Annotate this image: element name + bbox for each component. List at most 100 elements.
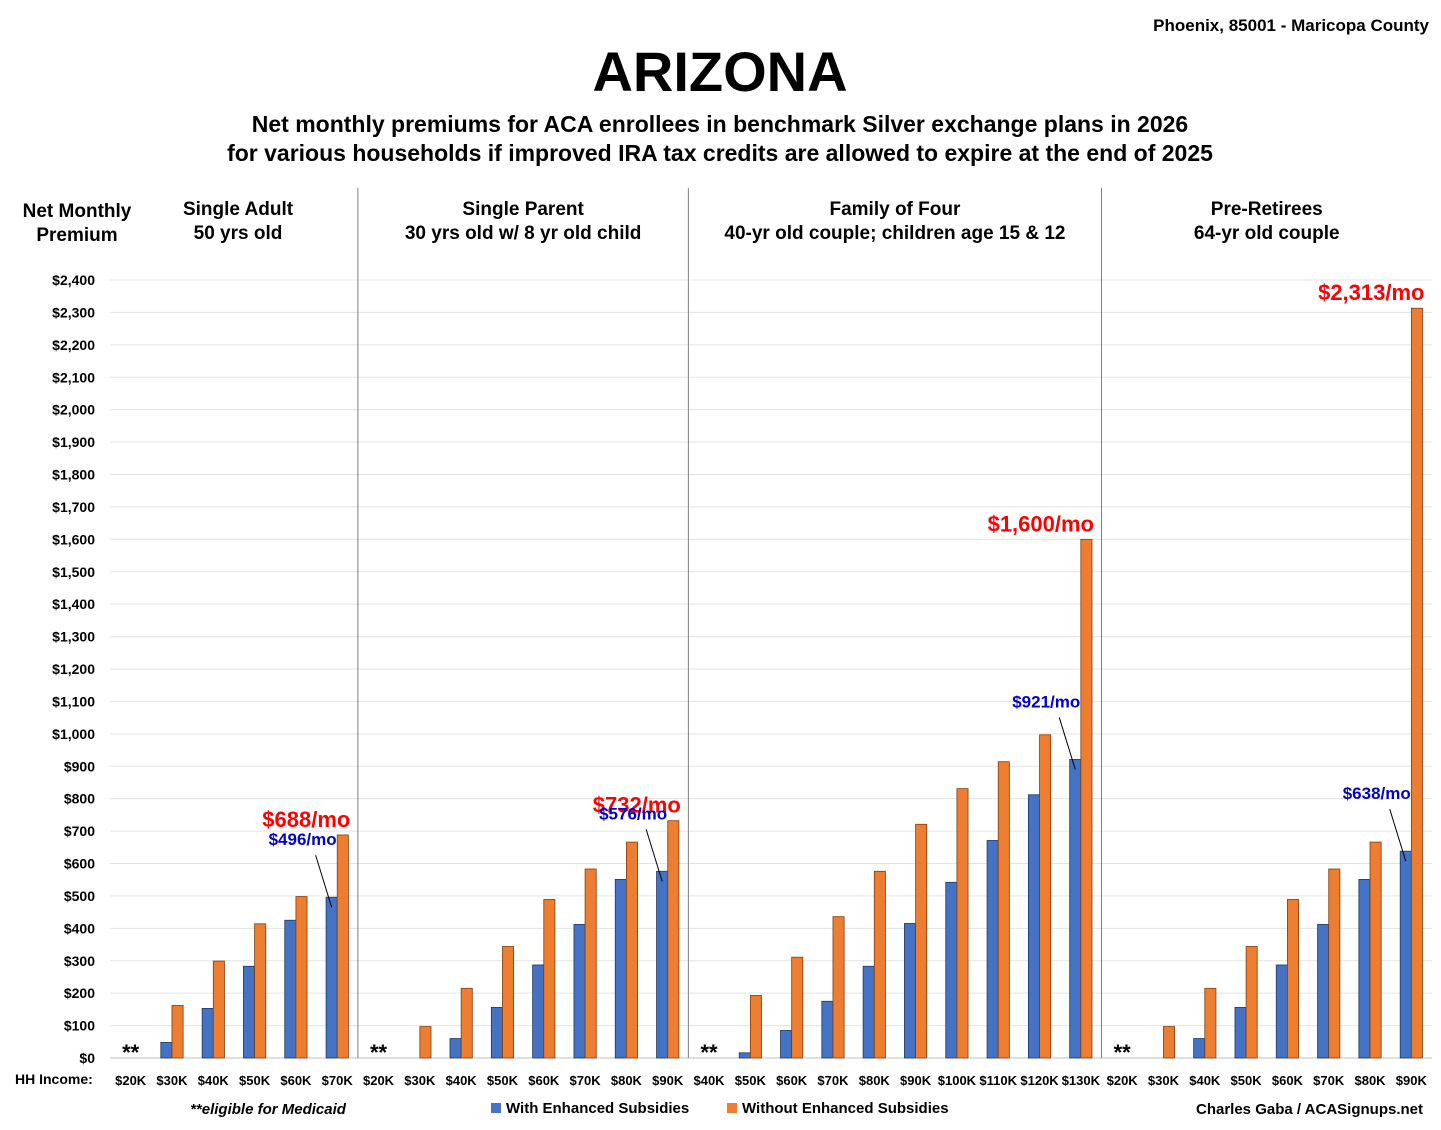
x-axis-label: HH Income:: [15, 1071, 93, 1087]
location-label: Phoenix, 85001 - Maricopa County: [1153, 16, 1429, 35]
panel-title: Single Adult: [183, 199, 294, 220]
bar-without-subsidies: [1163, 1026, 1176, 1059]
credit-label: Charles Gaba / ACASignups.net: [1196, 1101, 1423, 1118]
bar-without-subsidies: [1410, 307, 1423, 1059]
y-tick-label: $0: [79, 1050, 95, 1066]
y-tick-label: $300: [64, 953, 95, 969]
bar-with-subsidies: [1317, 924, 1330, 1059]
bar-without-subsidies: [1328, 868, 1341, 1059]
annotation-without: $2,313/mo: [1318, 280, 1424, 305]
medicaid-marker: **: [122, 1040, 140, 1065]
x-tick-label: $70K: [817, 1073, 849, 1088]
panel-subtitle: 64-yr old couple: [1194, 223, 1340, 244]
bar-with-subsidies: [1275, 964, 1288, 1059]
panel-subtitle: 30 yrs old w/ 8 yr old child: [405, 223, 642, 244]
y-axis-title-line2: Premium: [36, 225, 117, 246]
annotation-without: $1,600/mo: [988, 511, 1094, 536]
x-tick-label: $50K: [487, 1073, 519, 1088]
bar-without-subsidies: [254, 923, 267, 1059]
x-tick-label: $70K: [570, 1073, 602, 1088]
bar-without-subsidies: [212, 960, 225, 1059]
x-tick-label: $50K: [239, 1073, 271, 1088]
bar-without-subsidies: [915, 823, 928, 1059]
bar-without-subsidies: [1369, 841, 1382, 1059]
medicaid-note: **eligible for Medicaid: [190, 1101, 347, 1118]
bar-without-subsidies: [1204, 987, 1217, 1059]
bar-with-subsidies: [780, 1030, 793, 1059]
x-tick-label: $70K: [322, 1073, 354, 1088]
bar-without-subsidies: [336, 834, 349, 1059]
x-tick-label: $80K: [611, 1073, 643, 1088]
bar-without-subsidies: [543, 899, 556, 1059]
x-tick-label: $80K: [859, 1073, 891, 1088]
x-tick-label: $40K: [198, 1073, 230, 1088]
chart-subtitle-line2: for various households if improved IRA t…: [227, 140, 1213, 166]
bar-with-subsidies: [284, 919, 297, 1059]
x-tick-label: $90K: [900, 1073, 932, 1088]
bar-with-subsidies: [325, 896, 338, 1059]
panel-titles: Single Adult 50 yrs old Single Parent 30 yr…: [183, 199, 1340, 244]
x-tick-label: $60K: [528, 1073, 560, 1088]
y-tick-label: $1,300: [52, 629, 95, 645]
x-tick-label: $90K: [652, 1073, 684, 1088]
bar-without-subsidies: [1080, 538, 1093, 1059]
x-tick-label: $60K: [1272, 1073, 1304, 1088]
bar-with-subsidies: [243, 965, 255, 1059]
bar-without-subsidies: [1287, 899, 1299, 1059]
chart-title: ARIZONA: [592, 40, 847, 103]
y-tick-label: $100: [64, 1018, 95, 1034]
y-tick-label: $2,200: [52, 337, 95, 353]
annotation-leader: [315, 855, 333, 908]
legend-label-without: Without Enhanced Subsidies: [742, 1100, 949, 1117]
y-tick-label: $900: [64, 758, 95, 774]
bar-without-subsidies: [1245, 946, 1258, 1059]
annotation-with: $576/mo: [599, 804, 667, 823]
bar-without-subsidies: [997, 761, 1010, 1059]
panel-title: Family of Four: [829, 199, 961, 220]
bar-without-subsidies: [626, 841, 638, 1059]
x-tick-label: $20K: [363, 1073, 395, 1088]
annotation-without: $732/mo: [593, 793, 681, 818]
annotation-with: $496/mo: [269, 830, 337, 849]
y-tick-label: $1,400: [52, 596, 95, 612]
bar-without-subsidies: [791, 956, 804, 1059]
bar-with-subsidies: [160, 1042, 173, 1059]
bar-with-subsidies: [614, 878, 627, 1059]
gridlines: [110, 279, 1432, 1059]
bar-without-subsidies: [1039, 734, 1052, 1059]
bar-without-subsidies: [873, 870, 886, 1059]
x-axis-ticks: $20K $30K $40K $50K $60K $70K $20K $30K $40K $50K…: [115, 1073, 1427, 1088]
x-tick-label: $80K: [1354, 1073, 1386, 1088]
y-tick-label: $1,900: [52, 434, 95, 450]
legend-swatch-with: [491, 1103, 501, 1113]
y-tick-label: $2,100: [52, 369, 95, 385]
annotation-leader: [1058, 717, 1076, 770]
bar-with-subsidies: [1193, 1038, 1206, 1059]
bar-with-subsidies: [904, 923, 916, 1059]
panel-title: Single Parent: [462, 199, 584, 220]
bar-with-subsidies: [573, 924, 586, 1059]
medicaid-marker: **: [1114, 1040, 1132, 1065]
x-tick-label: $70K: [1313, 1073, 1345, 1088]
legend-swatch-without: [727, 1103, 737, 1113]
bar-with-subsidies: [1069, 759, 1082, 1059]
bar-without-subsidies: [502, 946, 515, 1059]
bar-with-subsidies: [862, 965, 875, 1059]
x-tick-label: $110K: [979, 1073, 1017, 1088]
bar-with-subsidies: [986, 840, 999, 1059]
x-tick-label: $90K: [1396, 1073, 1428, 1088]
x-tick-label: $60K: [776, 1073, 808, 1088]
x-tick-label: $50K: [735, 1073, 767, 1088]
bar-with-subsidies: [1027, 794, 1040, 1059]
panel-title: Pre-Retirees: [1211, 199, 1323, 220]
medicaid-marker: **: [700, 1040, 718, 1065]
annotation-leader: [645, 829, 663, 882]
y-tick-label: $500: [64, 888, 95, 904]
y-tick-label: $1,200: [52, 661, 95, 677]
y-tick-label: $2,400: [52, 272, 95, 288]
bar-without-subsidies: [584, 868, 597, 1059]
x-tick-label: $30K: [1148, 1073, 1180, 1088]
bar-with-subsidies: [490, 1007, 503, 1059]
bar-without-subsidies: [956, 788, 969, 1059]
bar-with-subsidies: [821, 1000, 834, 1059]
